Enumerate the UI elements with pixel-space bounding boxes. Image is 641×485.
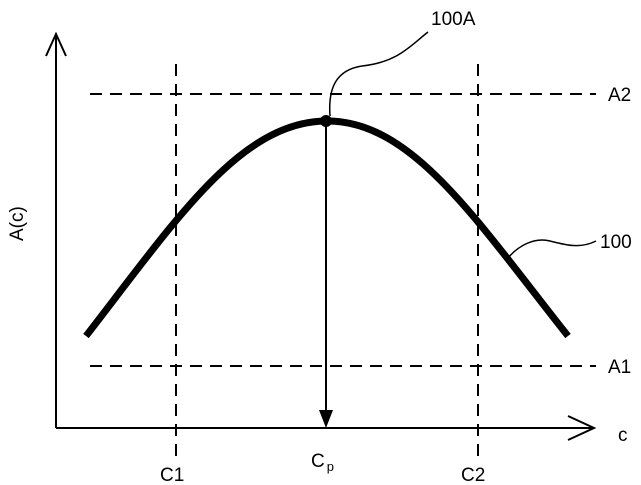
peak-position-label-subscript: p [327,459,334,474]
peak-projection-arrowhead [319,410,333,428]
peak-position-label: Cp [311,451,334,474]
peak-point-leader-line [330,32,428,116]
lower-level-label: A1 [608,357,631,378]
curve-label: 100 [600,232,632,253]
right-bound-label: C2 [461,465,485,485]
left-bound-label: C1 [160,465,184,485]
y-axis-label: A(c) [7,206,28,241]
x-axis-label: c [618,425,628,446]
upper-level-label: A2 [608,85,631,106]
curve-leader-line [508,240,596,258]
peak-point-label: 100A [431,9,476,30]
peak-position-label-main: C [311,451,325,472]
